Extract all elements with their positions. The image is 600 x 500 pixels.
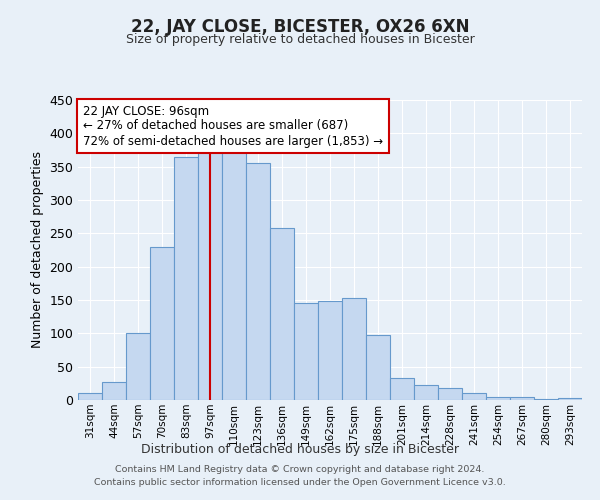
- Bar: [510, 398, 534, 400]
- Bar: [198, 152, 222, 400]
- Bar: [294, 304, 318, 400]
- Bar: [222, 152, 246, 400]
- Bar: [318, 302, 342, 400]
- Bar: [126, 334, 150, 400]
- Bar: [558, 398, 582, 400]
- Bar: [462, 392, 486, 400]
- Text: Size of property relative to detached houses in Bicester: Size of property relative to detached ho…: [125, 32, 475, 46]
- Bar: [78, 394, 102, 400]
- Bar: [534, 398, 558, 400]
- Bar: [102, 382, 126, 400]
- Bar: [270, 228, 294, 400]
- Text: Contains HM Land Registry data © Crown copyright and database right 2024.: Contains HM Land Registry data © Crown c…: [115, 466, 485, 474]
- Text: 22 JAY CLOSE: 96sqm
← 27% of detached houses are smaller (687)
72% of semi-detac: 22 JAY CLOSE: 96sqm ← 27% of detached ho…: [83, 104, 383, 148]
- Y-axis label: Number of detached properties: Number of detached properties: [31, 152, 44, 348]
- Bar: [390, 378, 414, 400]
- Bar: [438, 388, 462, 400]
- Bar: [174, 156, 198, 400]
- Bar: [342, 298, 366, 400]
- Text: 22, JAY CLOSE, BICESTER, OX26 6XN: 22, JAY CLOSE, BICESTER, OX26 6XN: [131, 18, 469, 36]
- Bar: [246, 164, 270, 400]
- Text: Distribution of detached houses by size in Bicester: Distribution of detached houses by size …: [141, 442, 459, 456]
- Text: Contains public sector information licensed under the Open Government Licence v3: Contains public sector information licen…: [94, 478, 506, 487]
- Bar: [414, 386, 438, 400]
- Bar: [150, 246, 174, 400]
- Bar: [486, 396, 510, 400]
- Bar: [366, 336, 390, 400]
